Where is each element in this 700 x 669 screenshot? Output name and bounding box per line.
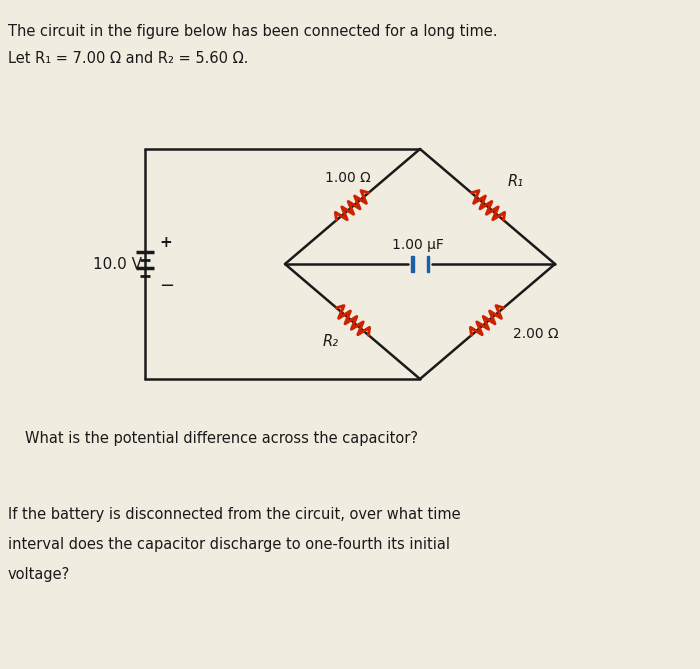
Text: voltage?: voltage? xyxy=(8,567,70,582)
Text: −: − xyxy=(159,277,174,295)
Text: 10.0 V: 10.0 V xyxy=(93,256,142,272)
Text: What is the potential difference across the capacitor?: What is the potential difference across … xyxy=(25,431,418,446)
Text: 1.00 Ω: 1.00 Ω xyxy=(325,171,370,185)
Bar xyxy=(426,256,429,272)
Text: If the battery is disconnected from the circuit, over what time: If the battery is disconnected from the … xyxy=(8,507,461,522)
Text: 2.00 Ω: 2.00 Ω xyxy=(512,326,559,341)
Text: 1.00 μF: 1.00 μF xyxy=(392,238,444,252)
Text: R₁: R₁ xyxy=(508,173,524,189)
Text: interval does the capacitor discharge to one-fourth its initial: interval does the capacitor discharge to… xyxy=(8,537,450,552)
Text: R₂: R₂ xyxy=(323,334,339,349)
Text: The circuit in the figure below has been connected for a long time.: The circuit in the figure below has been… xyxy=(8,24,498,39)
Text: +: + xyxy=(159,235,172,250)
Bar xyxy=(411,256,414,272)
Text: Let R₁ = 7.00 Ω and R₂ = 5.60 Ω.: Let R₁ = 7.00 Ω and R₂ = 5.60 Ω. xyxy=(8,51,248,66)
